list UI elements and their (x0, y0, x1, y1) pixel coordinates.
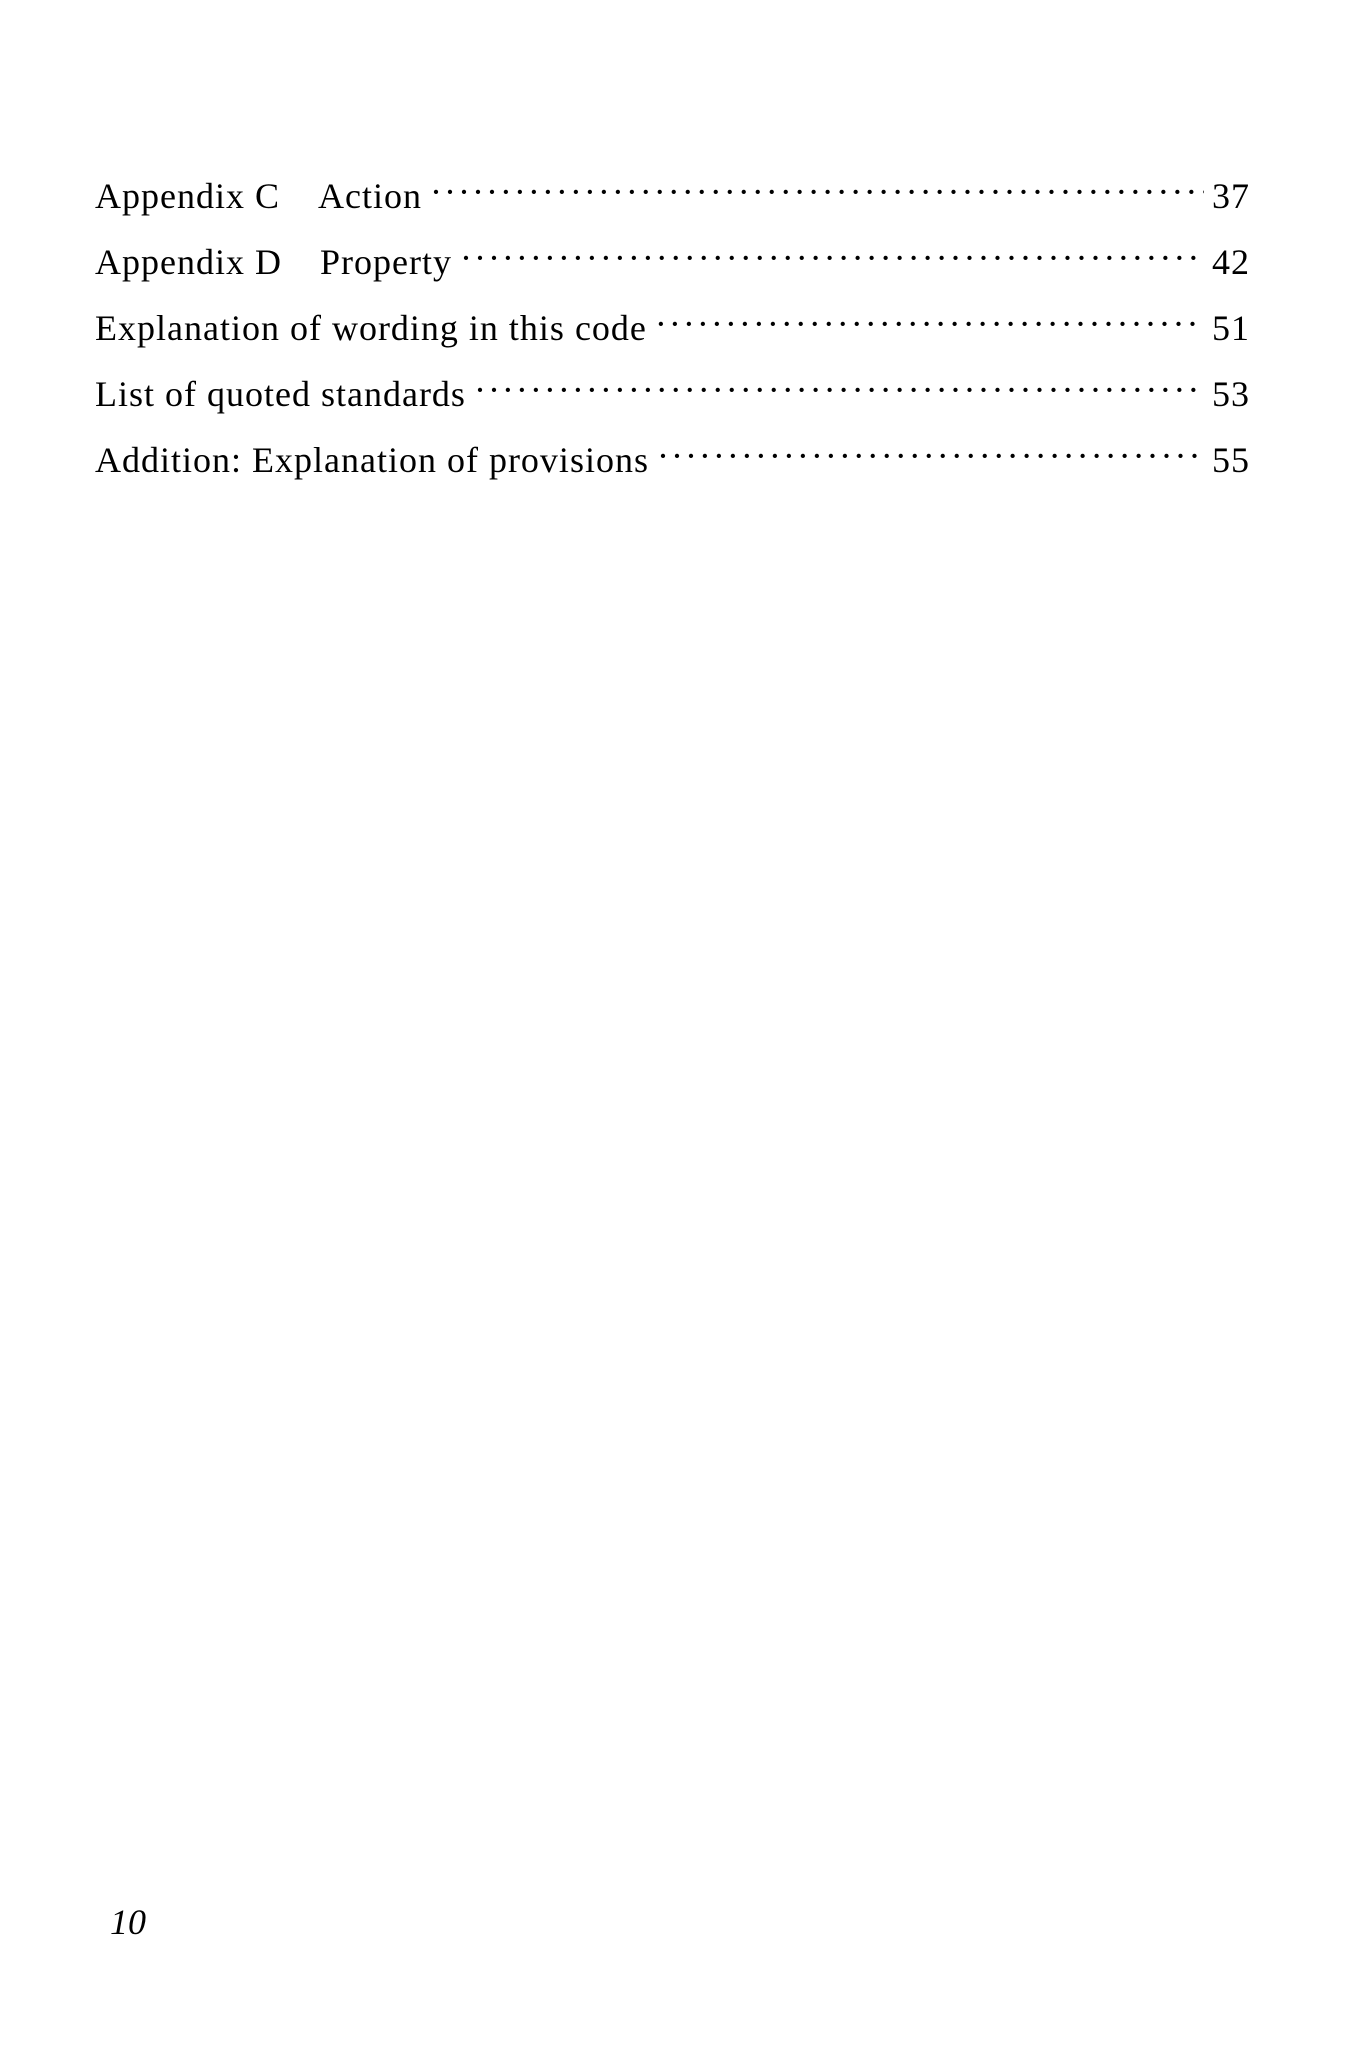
toc-entry-page: 53 (1212, 373, 1250, 415)
toc-entry: Appendix D Property ····················… (95, 241, 1250, 283)
toc-entry-title: List of quoted standards (95, 373, 466, 415)
toc-entry-prefix: Appendix D (95, 241, 282, 283)
toc-entry: Addition: Explanation of provisions ····… (95, 439, 1250, 481)
toc-leader-dots: ········································… (430, 171, 1204, 213)
toc-entry-title: Explanation of wording in this code (95, 307, 647, 349)
toc-entry: List of quoted standards ···············… (95, 373, 1250, 415)
toc-leader-dots: ········································… (657, 435, 1204, 477)
toc-entry-page: 42 (1212, 241, 1250, 283)
toc-entry-title: Action (318, 175, 422, 217)
toc-entry-prefix: Appendix C (95, 175, 280, 217)
toc-entry-page: 55 (1212, 439, 1250, 481)
table-of-contents: Appendix C Action ······················… (95, 175, 1250, 481)
toc-leader-dots: ········································… (474, 369, 1204, 411)
toc-entry-title: Addition: Explanation of provisions (95, 439, 649, 481)
toc-entry: Explanation of wording in this code ····… (95, 307, 1250, 349)
toc-entry-page: 37 (1212, 175, 1250, 217)
toc-entry-page: 51 (1212, 307, 1250, 349)
toc-entry-title: Property (320, 241, 452, 283)
toc-leader-dots: ········································… (655, 303, 1204, 345)
page-number: 10 (110, 1901, 146, 1943)
toc-leader-dots: ········································… (460, 237, 1204, 279)
toc-entry: Appendix C Action ······················… (95, 175, 1250, 217)
